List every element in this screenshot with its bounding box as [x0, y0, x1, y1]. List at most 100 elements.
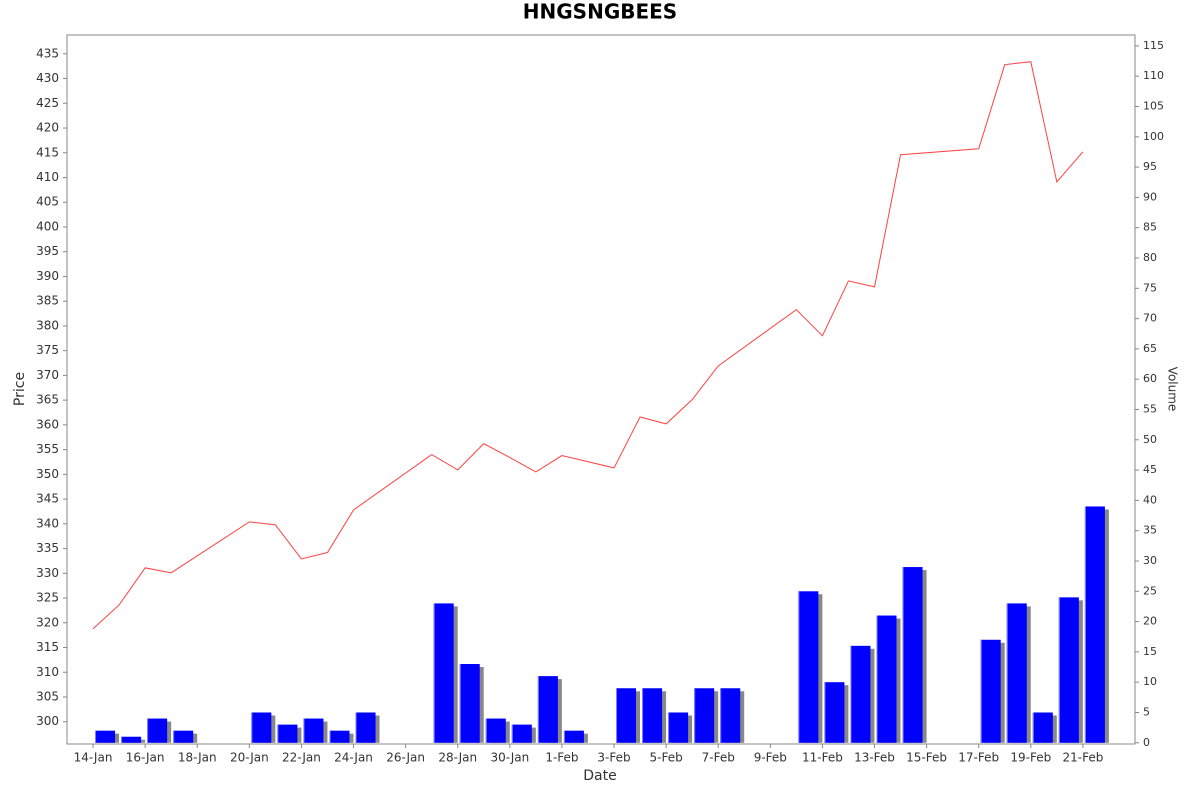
y-tick-label: 340 [36, 516, 59, 530]
bar [355, 712, 376, 743]
y-tick-label: 365 [36, 393, 59, 407]
y2-tick-label: 0 [1143, 736, 1150, 749]
y-axis-label: Price [12, 372, 28, 406]
x-tick-label: 1-Feb [545, 751, 578, 765]
bar [277, 724, 298, 743]
y-tick-label: 400 [36, 219, 59, 233]
y2-tick-label: 75 [1143, 281, 1157, 294]
bar [329, 730, 350, 743]
y-tick-label: 325 [36, 591, 59, 605]
x-tick-label: 9-Feb [754, 751, 787, 765]
y2-tick-label: 90 [1143, 190, 1157, 203]
x-axis-label: Date [583, 768, 616, 784]
bar [485, 718, 506, 743]
x-tick-label: 30-Jan [490, 751, 529, 765]
y2-tick-label: 25 [1143, 584, 1157, 597]
y2-tick-label: 50 [1143, 433, 1157, 446]
y-tick-label: 375 [36, 343, 59, 357]
bar [616, 688, 637, 743]
x-tick-label: 28-Jan [438, 751, 477, 765]
y-tick-label: 355 [36, 442, 59, 456]
y-tick-label: 350 [36, 467, 59, 481]
bar [1058, 597, 1079, 743]
y-tick-label: 300 [36, 714, 59, 728]
x-tick-label: 18-Jan [178, 751, 217, 765]
y2-tick-label: 95 [1143, 160, 1157, 173]
bar [642, 688, 663, 743]
y2-tick-label: 85 [1143, 221, 1157, 234]
y2-tick-label: 35 [1143, 524, 1157, 537]
bar [1032, 712, 1053, 743]
y-tick-label: 395 [36, 244, 59, 258]
x-tick-label: 24-Jan [334, 751, 373, 765]
bar [902, 567, 923, 743]
bar [251, 712, 272, 743]
bar [173, 730, 194, 743]
y-tick-label: 405 [36, 195, 59, 209]
x-tick-label: 26-Jan [386, 751, 425, 765]
x-tick-label: 3-Feb [597, 751, 630, 765]
y2-tick-label: 65 [1143, 342, 1157, 355]
bar [980, 639, 1001, 743]
plot-frame [66, 34, 1136, 745]
x-tick-label: 19-Feb [1010, 751, 1051, 765]
bar [876, 615, 897, 743]
y2-tick-label: 15 [1143, 645, 1157, 658]
x-tick-label: 5-Feb [650, 751, 683, 765]
y2-tick-label: 5 [1143, 705, 1150, 718]
bar [1084, 506, 1105, 743]
bar [563, 730, 584, 743]
y2-tick-label: 80 [1143, 251, 1157, 264]
y-tick-label: 415 [36, 145, 59, 159]
x-tick-label: 11-Feb [802, 751, 843, 765]
y2-tick-label: 20 [1143, 615, 1157, 628]
x-tick-label: 22-Jan [282, 751, 321, 765]
y-tick-label: 430 [36, 71, 59, 85]
x-tick-label: 17-Feb [958, 751, 999, 765]
x-tick-label: 7-Feb [702, 751, 735, 765]
y-tick-label: 370 [36, 368, 59, 382]
y2-tick-label: 70 [1143, 312, 1157, 325]
y2-tick-label: 40 [1143, 493, 1157, 506]
y-tick-label: 335 [36, 541, 59, 555]
y-tick-label: 320 [36, 615, 59, 629]
y2-tick-label: 30 [1143, 554, 1157, 567]
x-tick-label: 15-Feb [906, 751, 947, 765]
y2-tick-label: 45 [1143, 463, 1157, 476]
bar [1006, 603, 1027, 743]
x-tick-label: 14-Jan [74, 751, 113, 765]
x-tick-label: 13-Feb [854, 751, 895, 765]
y-tick-label: 310 [36, 665, 59, 679]
y-tick-label: 420 [36, 121, 59, 135]
y2-tick-label: 100 [1143, 130, 1164, 143]
price-line [92, 61, 1084, 630]
y2-tick-label: 60 [1143, 372, 1157, 385]
x-tick-label: 20-Jan [230, 751, 269, 765]
bar [824, 682, 845, 743]
y2-tick-label: 110 [1143, 69, 1164, 82]
y-tick-label: 330 [36, 566, 59, 580]
bar [459, 664, 480, 743]
bar [433, 603, 454, 743]
bar [121, 736, 142, 743]
y-tick-label: 345 [36, 492, 59, 506]
bar [537, 676, 558, 743]
y-tick-label: 385 [36, 294, 59, 308]
y-tick-label: 425 [36, 96, 59, 110]
bar [147, 718, 168, 743]
bar [798, 591, 819, 743]
y-tick-label: 305 [36, 689, 59, 703]
y-tick-label: 315 [36, 640, 59, 654]
y-tick-label: 410 [36, 170, 59, 184]
bar [850, 645, 871, 743]
chart-title: HNGSNGBEES [523, 0, 677, 24]
y-tick-label: 360 [36, 417, 59, 431]
y2-tick-label: 10 [1143, 675, 1157, 688]
bar [95, 730, 116, 743]
y-tick-label: 435 [36, 46, 59, 60]
y2-tick-label: 55 [1143, 402, 1157, 415]
bar [668, 712, 689, 743]
bar [720, 688, 741, 743]
bar [694, 688, 715, 743]
